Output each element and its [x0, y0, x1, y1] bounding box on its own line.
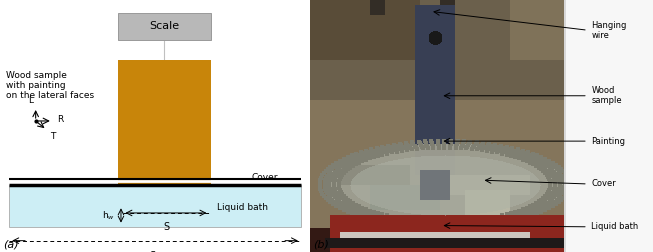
Text: Cover: Cover [592, 179, 616, 188]
Text: Hanging
wire: Hanging wire [592, 21, 627, 40]
Text: Wood
sample: Wood sample [592, 86, 622, 105]
Text: Liquid bath: Liquid bath [592, 222, 639, 231]
Text: Wood sample
with painting
on the lateral faces: Wood sample with painting on the lateral… [7, 71, 94, 100]
Text: (a): (a) [3, 239, 19, 249]
Bar [118, 60, 211, 186]
Text: S: S [163, 222, 169, 232]
Bar [9, 185, 301, 227]
Text: (b): (b) [313, 239, 330, 249]
Text: Scale: Scale [150, 21, 180, 32]
Text: Painting: Painting [592, 137, 626, 146]
Text: T: T [50, 133, 56, 141]
Text: Liquid bath: Liquid bath [217, 203, 268, 212]
Text: h$_w$: h$_w$ [102, 209, 115, 222]
Text: Cover: Cover [251, 173, 278, 182]
Text: R: R [57, 115, 63, 124]
Text: L: L [29, 96, 33, 105]
FancyBboxPatch shape [118, 13, 211, 40]
Text: S$_b$: S$_b$ [149, 249, 161, 252]
